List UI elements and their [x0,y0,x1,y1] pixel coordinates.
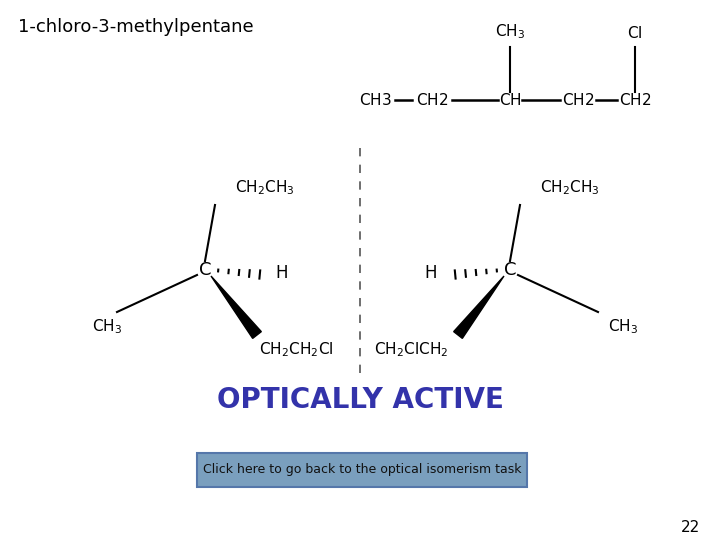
Text: $\mathregular{CH_2CH_3}$: $\mathregular{CH_2CH_3}$ [235,178,294,197]
Text: $\mathregular{CH_3}$: $\mathregular{CH_3}$ [608,317,638,336]
Text: $\mathregular{CH_2ClCH_2}$: $\mathregular{CH_2ClCH_2}$ [374,340,448,359]
Text: OPTICALLY ACTIVE: OPTICALLY ACTIVE [217,386,503,414]
Polygon shape [454,276,504,339]
Text: C: C [199,261,211,279]
Text: H: H [425,264,437,282]
Text: $\mathregular{CH2}$: $\mathregular{CH2}$ [562,92,594,108]
Text: $\mathregular{CH3}$: $\mathregular{CH3}$ [359,92,391,108]
Polygon shape [211,276,261,339]
Text: 22: 22 [680,521,700,536]
Text: 1-chloro-3-methylpentane: 1-chloro-3-methylpentane [18,18,253,36]
Text: H: H [275,264,287,282]
Text: $\mathregular{CH_3}$: $\mathregular{CH_3}$ [495,22,525,41]
FancyBboxPatch shape [197,453,527,487]
Text: $\mathregular{Cl}$: $\mathregular{Cl}$ [627,25,643,41]
Text: C: C [504,261,516,279]
Text: $\mathregular{CH_2CH_3}$: $\mathregular{CH_2CH_3}$ [540,178,600,197]
Text: Click here to go back to the optical isomerism task: Click here to go back to the optical iso… [203,463,521,476]
Text: $\mathregular{CH_3}$: $\mathregular{CH_3}$ [92,317,122,336]
Text: $\mathregular{CH2}$: $\mathregular{CH2}$ [619,92,651,108]
Text: $\mathregular{CH_2CH_2Cl}$: $\mathregular{CH_2CH_2Cl}$ [259,340,333,359]
Text: $\mathregular{CH2}$: $\mathregular{CH2}$ [416,92,448,108]
Text: $\mathregular{CH}$: $\mathregular{CH}$ [499,92,521,108]
